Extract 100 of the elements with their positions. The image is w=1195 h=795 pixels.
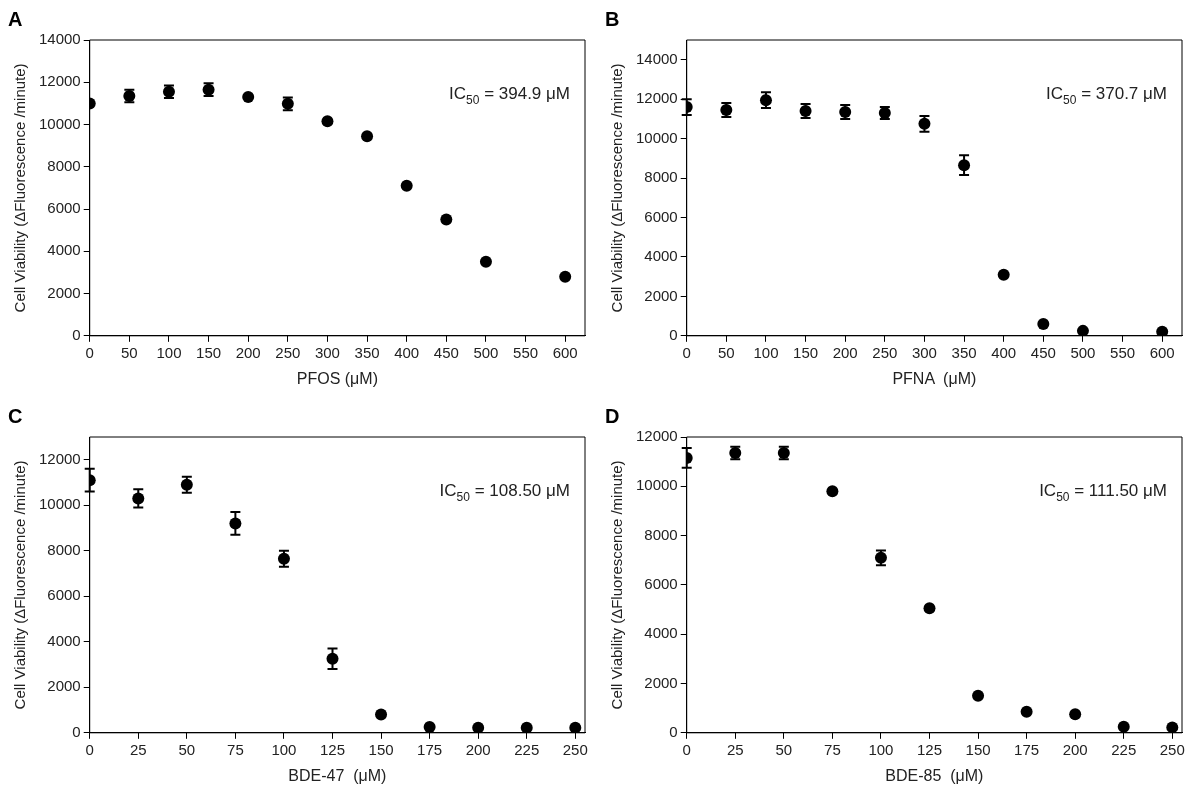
point [923, 602, 936, 615]
point [520, 721, 533, 733]
x-tick-label: 175 [1014, 740, 1040, 758]
x-tick-label: 250 [872, 343, 898, 361]
y-tick-label: 4000 [47, 241, 81, 259]
y-axis-title: Cell Viability (ΔFluorescence /minute) [11, 63, 29, 313]
y-tick-label: 2000 [47, 283, 81, 301]
x-tick-label: 200 [832, 343, 858, 361]
x-tick-label: 150 [196, 343, 222, 361]
x-tick-label: 0 [85, 343, 94, 361]
point [1069, 708, 1082, 721]
x-tick-label: 500 [1070, 343, 1096, 361]
point [1117, 720, 1130, 733]
y-tick-label: 10000 [38, 495, 81, 513]
y-tick-label: 6000 [644, 575, 678, 593]
y-axis-title: Cell Viability (ΔFluorescence /minute) [11, 460, 29, 710]
point [479, 255, 492, 268]
x-tick-label: 550 [513, 343, 539, 361]
point [321, 115, 334, 128]
point [1037, 317, 1050, 330]
x-tick-label: 175 [417, 740, 443, 758]
point [826, 485, 839, 498]
y-tick-label: 8000 [47, 156, 81, 174]
y-tick-label: 12000 [38, 449, 81, 467]
chart-title: A [8, 7, 23, 30]
chart-title: D [605, 404, 620, 427]
x-tick-label: 75 [227, 740, 244, 758]
x-tick-label: 25 [726, 740, 744, 758]
y-tick-label: 4000 [644, 624, 678, 642]
x-tick-label: 50 [717, 343, 735, 361]
x-tick-label: 300 [911, 343, 937, 361]
y-tick-label: 8000 [644, 525, 678, 543]
point [559, 270, 572, 283]
point [1156, 325, 1169, 336]
x-tick-label: 100 [156, 343, 182, 361]
y-tick-label: 2000 [644, 673, 678, 691]
y-tick-label: 14000 [635, 49, 678, 67]
point [361, 130, 374, 143]
x-tick-label: 350 [951, 343, 977, 361]
x-tick-label: 0 [85, 740, 94, 758]
y-tick-label: 10000 [635, 128, 678, 146]
y-tick-label: 12000 [635, 89, 678, 107]
x-tick-label: 225 [514, 740, 540, 758]
x-tick-label: 100 [753, 343, 779, 361]
y-axis-title: Cell Viability (ΔFluorescence /minute) [608, 63, 626, 313]
point [1166, 721, 1179, 733]
x-tick-label: 150 [368, 740, 394, 758]
x-tick-label: 100 [868, 740, 894, 758]
x-axis-title: PFNA (μM) [892, 369, 977, 387]
x-tick-label: 250 [562, 740, 588, 758]
y-tick-label: 2000 [47, 677, 81, 695]
x-tick-label: 450 [1030, 343, 1056, 361]
y-tick-label: 4000 [644, 247, 678, 265]
y-tick-label: 0 [669, 722, 678, 740]
x-tick-label: 100 [271, 740, 297, 758]
x-tick-label: 500 [473, 343, 499, 361]
x-tick-label: 200 [235, 343, 261, 361]
x-tick-label: 200 [465, 740, 491, 758]
y-tick-label: 10000 [38, 114, 81, 132]
point [1020, 705, 1033, 718]
point [972, 689, 985, 702]
y-tick-label: 0 [72, 722, 81, 740]
point [423, 721, 436, 733]
point [400, 179, 413, 192]
x-tick-label: 450 [433, 343, 459, 361]
y-tick-label: 6000 [47, 199, 81, 217]
point [440, 213, 453, 226]
point [472, 721, 485, 733]
x-tick-label: 0 [682, 740, 691, 758]
x-tick-label: 50 [178, 740, 196, 758]
y-tick-label: 2000 [644, 286, 678, 304]
chart-title: C [8, 404, 23, 427]
y-tick-label: 12000 [38, 72, 81, 90]
x-tick-label: 75 [824, 740, 841, 758]
point [569, 721, 582, 733]
y-tick-label: 0 [669, 325, 678, 343]
y-tick-label: 8000 [644, 168, 678, 186]
x-tick-label: 150 [965, 740, 991, 758]
x-tick-label: 400 [991, 343, 1017, 361]
y-tick-label: 6000 [644, 207, 678, 225]
x-tick-label: 400 [394, 343, 420, 361]
y-tick-label: 4000 [47, 631, 81, 649]
x-tick-label: 600 [1149, 343, 1175, 361]
x-axis-title: BDE-85 (μM) [885, 766, 984, 784]
x-tick-label: 550 [1110, 343, 1136, 361]
x-tick-label: 125 [916, 740, 943, 758]
point [242, 91, 255, 104]
point [997, 268, 1010, 281]
y-tick-label: 14000 [38, 30, 81, 48]
y-axis-title: Cell Viability (ΔFluorescence /minute) [608, 460, 626, 710]
point [1076, 324, 1089, 336]
x-tick-label: 0 [682, 343, 691, 361]
y-tick-label: 12000 [635, 427, 678, 445]
x-tick-label: 50 [775, 740, 793, 758]
x-tick-label: 600 [552, 343, 578, 361]
x-tick-label: 125 [319, 740, 346, 758]
x-tick-label: 50 [120, 343, 138, 361]
x-axis-title: BDE-47 (μM) [288, 766, 387, 784]
y-tick-label: 6000 [47, 586, 81, 604]
x-tick-label: 200 [1062, 740, 1088, 758]
